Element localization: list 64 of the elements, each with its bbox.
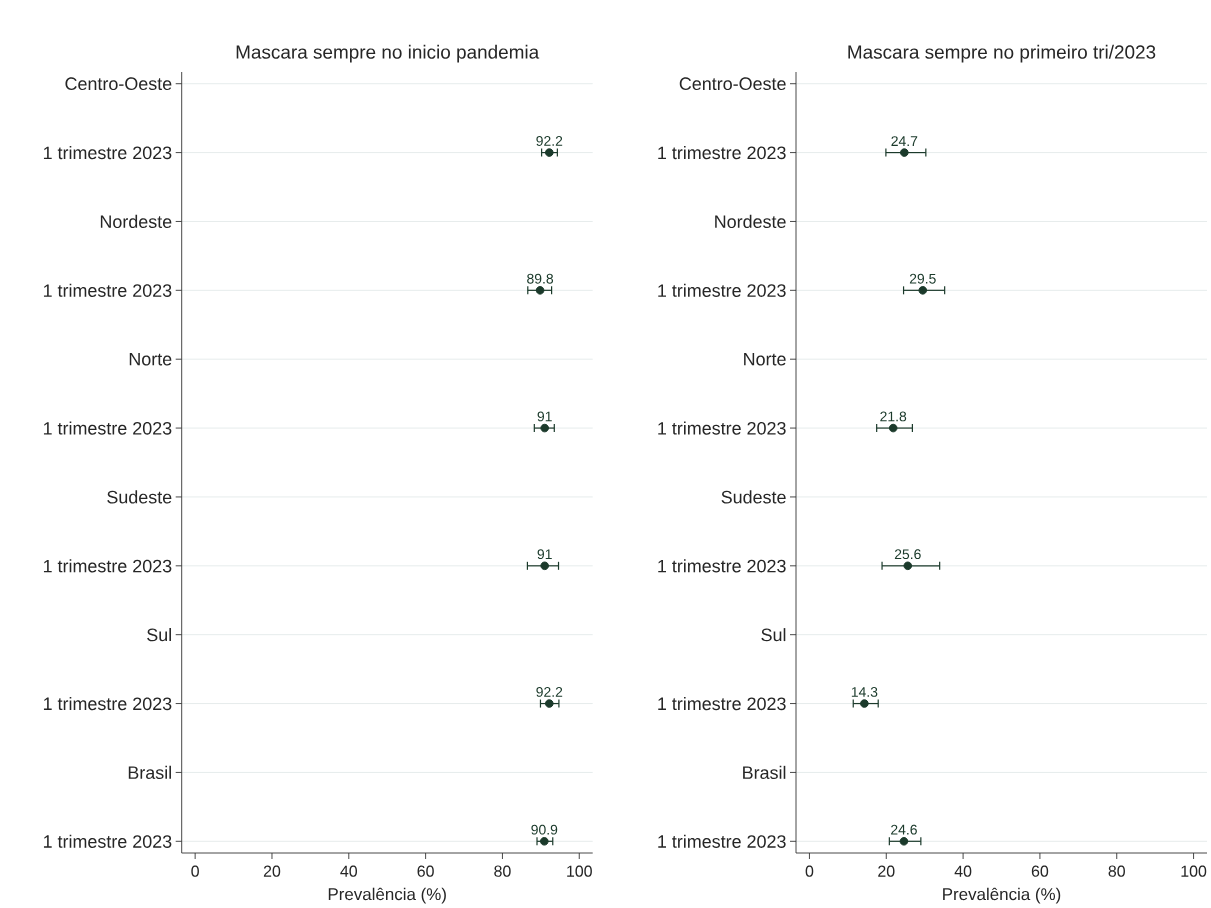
y-tick-label: 1 trimestre 2023 (43, 421, 172, 435)
x-tick-label: 0 (191, 865, 199, 877)
point (903, 561, 913, 571)
y-tick-label: Brasil (743, 765, 786, 780)
y-tick-label: Sudeste (721, 490, 786, 504)
point (540, 837, 549, 846)
y-tick-label: 1 trimestre 2023 (658, 421, 786, 435)
y-tick-label: Norte (744, 352, 786, 366)
y-tick-label: Nordeste (715, 214, 786, 229)
point (918, 286, 928, 295)
data-label: 92.2 (536, 686, 563, 697)
data-label: 24.7 (891, 136, 918, 146)
y-tick-label: Norte (129, 352, 172, 366)
point (545, 699, 554, 708)
x-tick-label: 20 (878, 865, 895, 877)
data-label: 91 (537, 411, 552, 422)
chart-title: Mascara sempre no inicio pandemia (236, 44, 540, 63)
x-tick-label: 0 (805, 865, 814, 877)
data-label: 92.2 (536, 135, 563, 146)
y-tick-label: Sul (761, 628, 786, 642)
data-label: 24.6 (891, 824, 917, 835)
x-tick-label: 80 (1108, 865, 1125, 877)
x-tick-label: 60 (1031, 865, 1049, 877)
y-tick-label: 1 trimestre 2023 (43, 283, 172, 297)
x-axis-title: Prevalência (%) (328, 887, 446, 904)
point (900, 148, 909, 157)
data-label: 21.8 (880, 411, 907, 422)
y-tick-label: 1 trimestre 2023 (43, 834, 172, 848)
x-tick-label: 20 (263, 865, 281, 877)
y-tick-label: Sul (147, 628, 171, 642)
data-label: 90.9 (531, 824, 558, 835)
y-tick-label: 1 trimestre 2023 (658, 145, 786, 160)
data-label: 29.5 (909, 273, 936, 284)
data-label: 25.6 (894, 549, 921, 560)
y-tick-label: 1 trimestre 2023 (658, 696, 786, 711)
x-tick-label: 40 (340, 865, 358, 877)
point (535, 286, 545, 295)
x-tick-label: 40 (954, 865, 972, 877)
data-label: 14.3 (851, 686, 878, 697)
point (888, 423, 898, 433)
y-tick-label: 1 trimestre 2023 (658, 834, 786, 848)
x-tick-label: 80 (494, 865, 511, 877)
y-tick-label: Centro-Oeste (65, 77, 172, 91)
y-tick-label: 1 trimestre 2023 (43, 559, 172, 573)
y-tick-label: Centro-Oeste (679, 77, 786, 91)
point (860, 699, 869, 708)
y-tick-label: Nordeste (100, 214, 172, 229)
point (540, 423, 549, 433)
data-label: 91 (537, 549, 552, 560)
x-axis-title: Prevalência (%) (943, 887, 1061, 904)
x-tick-label: 60 (417, 865, 434, 877)
y-tick-label: Brasil (128, 765, 171, 780)
y-tick-label: 1 trimestre 2023 (43, 696, 172, 711)
point (899, 837, 909, 846)
x-tick-label: 100 (1181, 865, 1207, 877)
y-tick-label: 1 trimestre 2023 (43, 145, 172, 160)
y-tick-label: 1 trimestre 2023 (658, 559, 786, 573)
x-tick-label: 100 (567, 865, 592, 877)
y-tick-label: Sudeste (107, 490, 172, 504)
point (545, 148, 554, 157)
y-tick-label: 1 trimestre 2023 (658, 283, 786, 297)
point (540, 561, 549, 571)
data-label: 89.8 (527, 273, 554, 284)
chart-title: Mascara sempre no primeiro tri/2023 (848, 44, 1156, 63)
